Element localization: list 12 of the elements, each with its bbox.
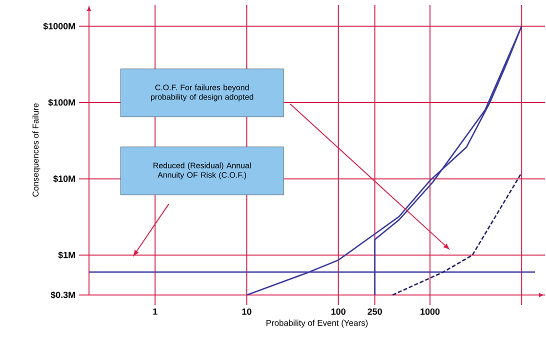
y-tick-label: $1000M [43, 22, 75, 30]
y-tick-label: $100M [48, 98, 75, 106]
y-tick-label: $10M [53, 175, 75, 182]
x-tick-label: 100 [331, 308, 346, 315]
x-tick-label: 1 [153, 308, 158, 315]
y-tick-label: $1M [58, 251, 75, 259]
x-tick-label: 10 [242, 308, 252, 315]
x-tick-label: 250 [368, 308, 382, 315]
y-tick-label: $0.3M [50, 291, 75, 299]
x-axis-title: Probability of Event (Years) [266, 320, 368, 328]
x-tick-label: 1000 [420, 308, 440, 315]
y-axis-title: Consequences of Failure [32, 103, 40, 197]
